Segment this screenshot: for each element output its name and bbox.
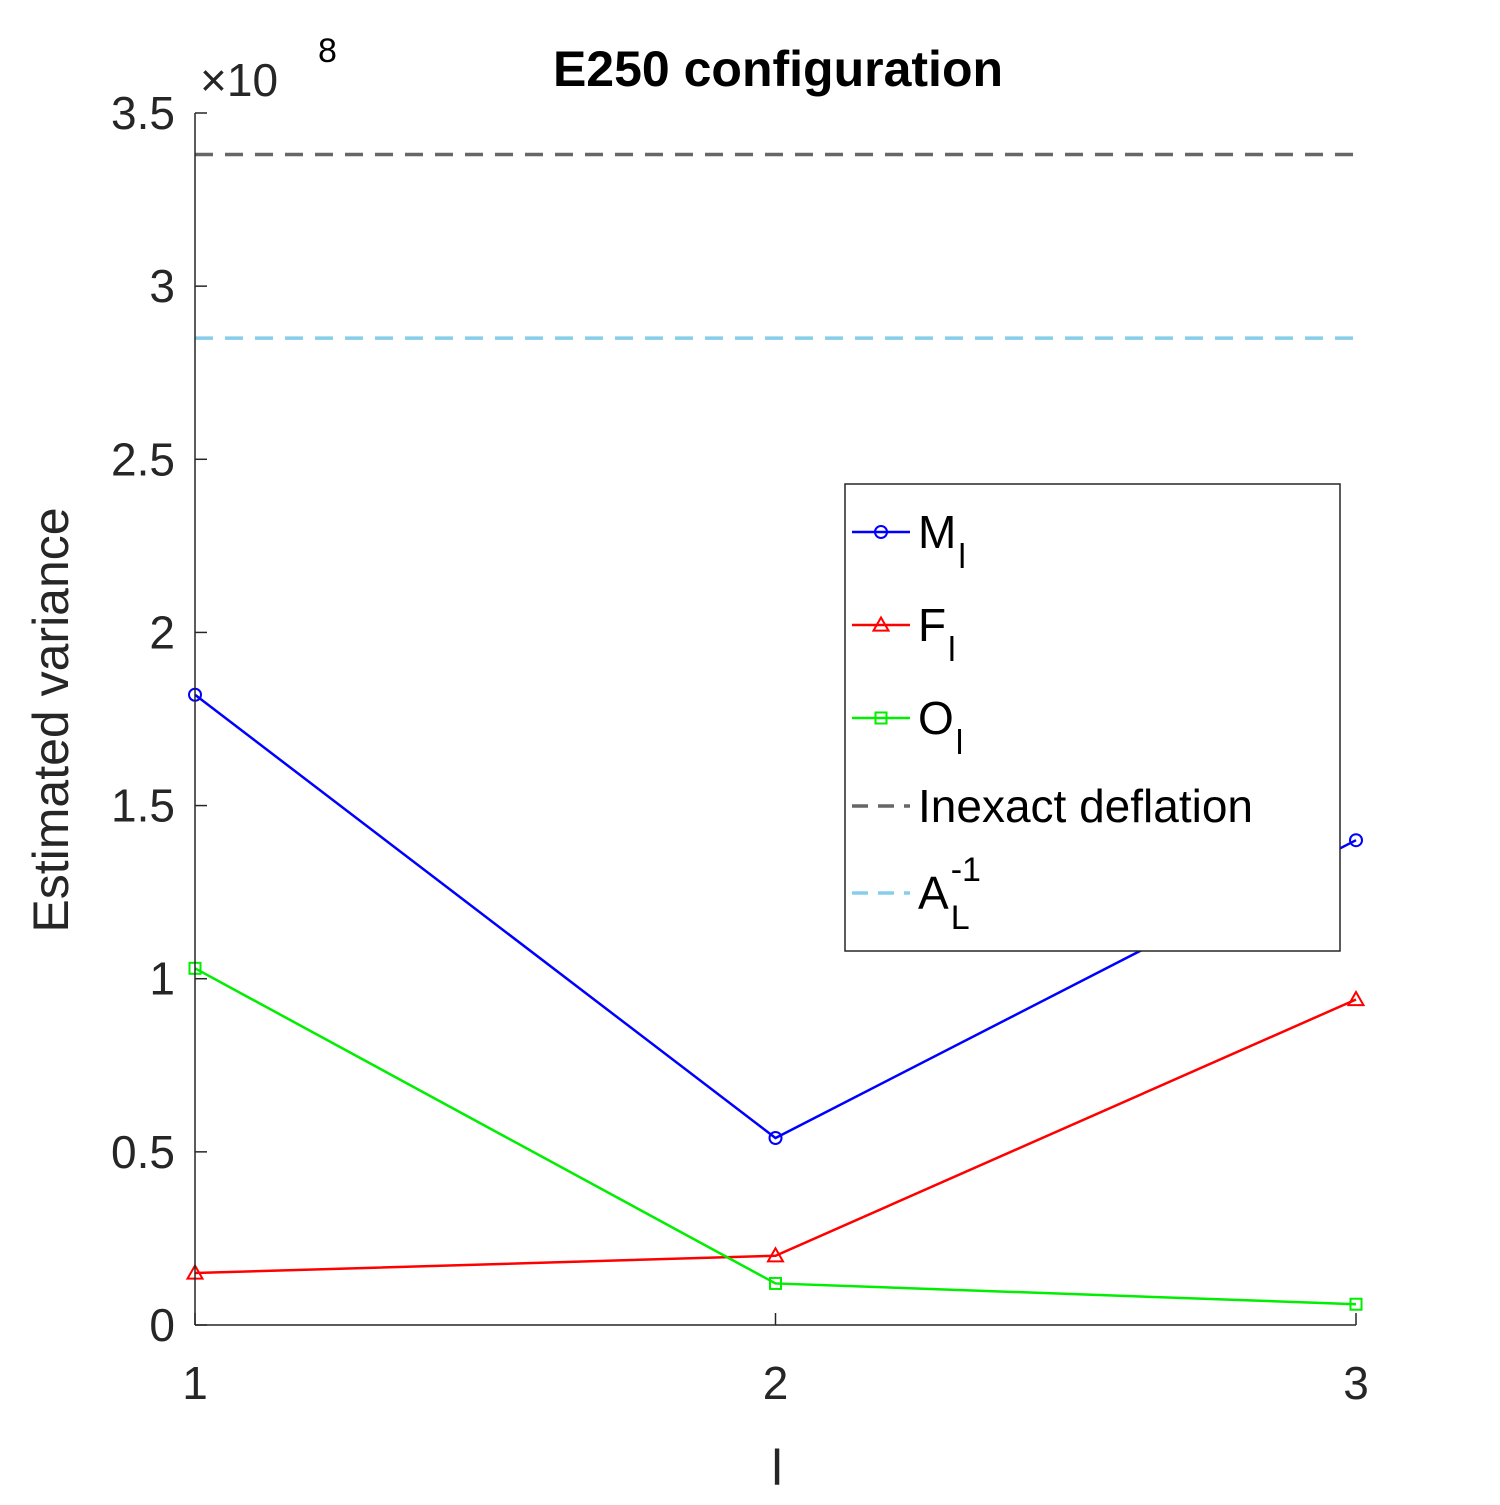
y-tick-label: 3.5 (111, 87, 175, 139)
legend-box (844, 483, 1341, 952)
series-f (185, 989, 1366, 1280)
y-tick-label: 1 (149, 953, 175, 1005)
x-tick-label: 1 (182, 1357, 208, 1409)
x-axis: 1 2 3 (182, 1313, 1369, 1409)
y-exponent-power: 8 (318, 32, 337, 70)
plot-area (185, 152, 1366, 1311)
legend-entry: A L -1 (852, 851, 981, 937)
legend-label: M (918, 506, 956, 558)
y-exponent-base: ×10 (200, 54, 278, 106)
y-tick-label: 3 (149, 260, 175, 312)
series-o (188, 961, 1363, 1311)
legend-label-superscript: -1 (951, 851, 981, 889)
series-line-o (194, 967, 1357, 1306)
x-tick-label: 2 (763, 1357, 789, 1409)
legend-marker (874, 711, 888, 725)
x-axis-label: l (771, 1440, 782, 1496)
legend-entry: Inexact deflation (852, 780, 1253, 832)
y-tick-label: 2.5 (111, 433, 175, 485)
chart-title: E250 configuration (553, 41, 1003, 97)
data-point-f (766, 1246, 785, 1263)
legend-label: F (918, 599, 946, 651)
x-tick-label: 3 (1343, 1357, 1369, 1409)
data-point-o (769, 1276, 782, 1290)
y-axis: 0 0.5 1 1.5 2 2.5 3 3.5 (111, 87, 207, 1351)
data-point-m (1349, 833, 1363, 848)
data-point-m (768, 1131, 783, 1146)
legend-label-subscript: L (951, 899, 970, 937)
legend-label: A (918, 867, 949, 919)
y-axis-label: Estimated variance (23, 507, 79, 932)
legend-label-subscript: l (958, 538, 966, 576)
y-tick-label: 0 (149, 1299, 175, 1351)
data-point-f (1346, 989, 1366, 1007)
y-tick-label: 0.5 (111, 1126, 175, 1178)
y-tick-label: 1.5 (111, 780, 175, 832)
data-point-o (1349, 1297, 1363, 1311)
legend-label-subscript: l (956, 724, 964, 762)
legend-marker (871, 615, 891, 632)
legend-label: O (918, 692, 954, 744)
y-tick-label: 2 (149, 606, 175, 658)
y-exponent-label: ×10 8 (200, 32, 337, 106)
series-line-f (194, 998, 1357, 1275)
legend-label-subscript: l (948, 631, 956, 669)
legend-marker (874, 525, 888, 539)
legend-label: Inexact deflation (918, 780, 1253, 832)
